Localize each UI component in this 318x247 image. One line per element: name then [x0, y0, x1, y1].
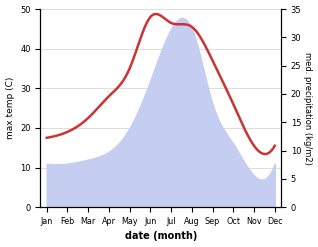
X-axis label: date (month): date (month): [125, 231, 197, 242]
Y-axis label: med. precipitation (kg/m2): med. precipitation (kg/m2): [303, 52, 313, 165]
Y-axis label: max temp (C): max temp (C): [5, 77, 15, 139]
